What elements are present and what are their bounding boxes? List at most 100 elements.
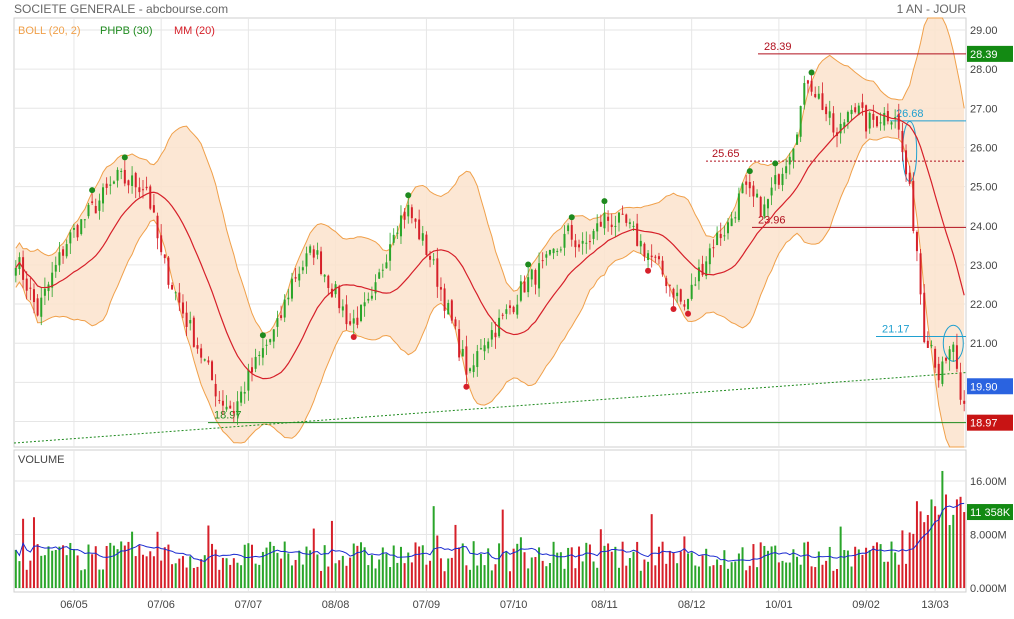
volume-bar (785, 562, 788, 588)
volume-bar (596, 567, 599, 588)
volume-bar (799, 564, 802, 588)
candle-body (378, 272, 381, 279)
volume-bar (959, 496, 962, 588)
candle-body (32, 289, 35, 303)
volume-bar (643, 559, 646, 588)
volume-bar (494, 564, 497, 588)
candle-body (727, 222, 729, 234)
candle-body (109, 184, 112, 186)
candle-body (192, 317, 195, 347)
volume-bar (189, 556, 192, 588)
candle-body (171, 284, 174, 290)
candle-body (261, 348, 264, 358)
candle-body (102, 187, 105, 204)
volume-bar (592, 561, 595, 588)
x-tick-label: 08/12 (678, 599, 706, 611)
candle-body (483, 345, 486, 352)
bollinger-bands (15, 17, 965, 448)
volume-label: VOLUME (18, 454, 64, 466)
y-tick-label: 25.00 (970, 182, 998, 194)
candle-body (98, 200, 101, 211)
phpb-high-marker (525, 261, 532, 268)
volume-bar (152, 556, 155, 588)
candle-body (556, 250, 559, 252)
volume-bar (389, 567, 392, 588)
candle-body (810, 80, 813, 92)
candle-body (785, 166, 788, 174)
volume-bar (149, 551, 152, 588)
volume-bar (501, 509, 504, 588)
candle-body (770, 187, 773, 196)
candle-body (585, 242, 588, 244)
volume-bar (43, 555, 46, 588)
volume-bar (269, 541, 272, 588)
volume-bar (941, 470, 944, 588)
volume-bar (229, 564, 232, 588)
volume-bar (214, 549, 217, 588)
candle-body (723, 235, 726, 237)
volume-bar (610, 551, 613, 588)
volume-bar (621, 541, 624, 588)
x-tick-label: 07/07 (235, 599, 263, 611)
volume-bar (559, 552, 562, 588)
volume-bar (505, 551, 508, 588)
volume-bar (901, 530, 904, 588)
candle-body (229, 405, 232, 409)
candle-body (574, 240, 577, 248)
candle-body (679, 289, 682, 302)
volume-bar (541, 560, 544, 588)
candle-body (283, 299, 286, 318)
volume-bar (32, 517, 35, 588)
volume-bar (647, 561, 650, 588)
candle-body (661, 260, 664, 275)
candle-body (421, 233, 424, 241)
volume-bar (360, 542, 363, 588)
volume-bar (934, 506, 937, 588)
candle-body (203, 359, 206, 361)
candle-body (748, 182, 751, 189)
volume-bar (334, 563, 337, 588)
volume-bar (857, 549, 860, 588)
legend-phpb: PHPB (30) (100, 25, 153, 37)
volume-bar (690, 552, 693, 588)
phpb-low-marker (463, 383, 470, 390)
candle-body (298, 273, 301, 281)
volume-bar (556, 552, 559, 588)
candle-body (352, 318, 355, 324)
x-tick-label: 08/08 (322, 599, 350, 611)
phpb-high-marker (121, 154, 128, 161)
candle-body (251, 367, 253, 373)
candle-body (407, 204, 410, 217)
volume-bar (309, 550, 312, 588)
volume-bar (22, 518, 25, 588)
candle-body (116, 169, 119, 181)
candle-body (181, 302, 184, 314)
volume-bar (338, 560, 341, 588)
candle-body (581, 240, 584, 244)
candle-body (850, 109, 853, 115)
volume-bar (657, 546, 660, 588)
volume-bar (737, 553, 740, 588)
volume-bar (261, 551, 264, 588)
candle-body (745, 181, 748, 185)
candle-body (923, 292, 926, 343)
candle-body (490, 330, 493, 340)
candle-body (839, 123, 842, 134)
volume-bar (410, 562, 413, 588)
candle-body (141, 189, 144, 191)
volume-bar (817, 551, 820, 588)
volume-bar (508, 571, 511, 588)
volume-bar (687, 553, 690, 588)
legend-mm: MM (20) (174, 25, 215, 37)
volume-badge (967, 504, 1013, 521)
candle-body (719, 233, 722, 239)
bollinger-upper (15, 17, 965, 334)
candle-body (570, 224, 573, 240)
volume-bar (952, 514, 955, 588)
candle-body (323, 274, 326, 277)
candle-body (338, 287, 341, 309)
volume-bar (225, 558, 228, 588)
candle-body (705, 261, 708, 277)
candle-body (901, 130, 904, 153)
candle-body (548, 249, 551, 255)
